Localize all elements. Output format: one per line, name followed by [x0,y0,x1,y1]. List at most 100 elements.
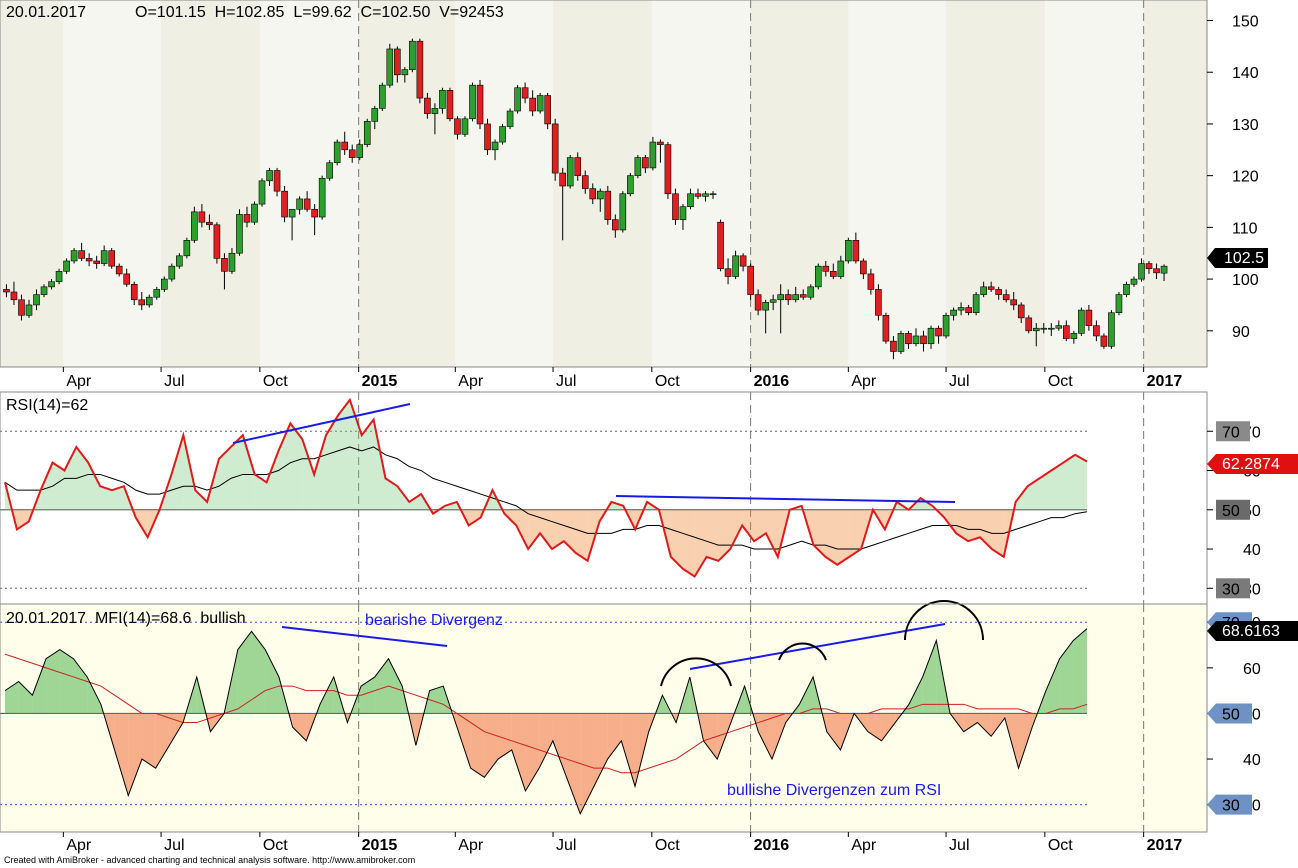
fill-below-50 [825,509,838,565]
fill-above-50 [361,676,375,714]
level-tag [1207,703,1252,724]
candle-up [1108,312,1115,347]
candle-up [70,250,78,262]
x-year-label: 2015 [362,373,398,390]
candle-down [446,90,454,120]
fill-above-50 [326,415,338,510]
fill-above-50 [112,486,124,510]
fill-below-50 [552,713,567,778]
mfi-arc-1 [660,657,732,687]
candle-up [942,314,950,337]
candle-up [814,265,822,288]
candle-up [63,260,70,272]
fill-below-50 [682,509,695,577]
fill-above-50 [183,435,196,510]
fill-below-50 [956,509,969,542]
price-pane: 20.01.2017 O=101.15 H=102.85 L=99.62 C=1… [0,0,1268,390]
fill-above-50 [237,631,252,714]
candle-down [995,289,1002,295]
candle-down [130,283,138,301]
fill-above-50 [388,658,403,714]
signal-line [4,653,1088,774]
price-band [946,0,1045,367]
fill-below-50 [944,509,957,534]
candle-down [476,84,484,125]
rsi-y-axis: 7060504030705030 [1207,421,1261,599]
candle-up [627,175,634,195]
candle-down [484,123,491,151]
fill-above-50 [40,462,53,510]
candle-up [807,286,815,298]
price-band [848,0,947,367]
fill-below-50 [551,509,564,550]
fill-below-50 [563,509,576,553]
candle-down [348,149,356,158]
level-tag-label: 70 [1222,424,1240,441]
fill-above-50 [799,676,814,714]
fill-below-50 [881,713,896,741]
mfi-bearish-annotation: bearishe Divergenz [365,612,503,629]
fill-above-50 [361,419,374,510]
candle-up [506,110,514,127]
fill-below-50 [16,509,29,530]
candle-up [228,252,236,272]
candle-up [980,286,987,295]
x-month-label: Apr [851,373,877,390]
candle-down [416,40,424,99]
x-month-label: Apr [66,837,92,854]
level-tag [1216,578,1250,599]
x-month-label: Jul [949,373,969,390]
fill-below-50 [566,713,581,814]
rsi-pane: RSI(14)=62 7060504030705030 62.2874 [0,391,1298,605]
fill-below-50 [754,509,766,542]
candle-up [1070,333,1078,339]
price-y-tick-label: 140 [1232,65,1259,82]
candle-down [612,219,619,231]
fill-below-50 [540,509,552,550]
fill-above-50 [52,462,65,510]
fill-below-50 [837,509,850,565]
candle-up [491,141,499,151]
fill-above-50 [1063,454,1076,510]
x-month-label: Jul [164,373,184,390]
fill-below-50 [635,713,649,787]
candle-up [762,302,769,311]
candle-down [454,118,461,135]
candle-up [566,157,574,187]
candle-down [754,294,762,311]
fill-below-50 [849,509,862,557]
fill-below-50 [498,713,512,760]
candle-up [371,108,379,122]
price-last-value-tag [1207,248,1268,268]
fill-below-50 [539,713,553,769]
candle-down [1063,325,1070,339]
fill-above-50 [320,676,334,714]
candle-up [431,108,439,114]
level-tag [1207,794,1252,815]
candle-up [378,84,386,109]
level-tag-label: 30 [1222,581,1240,598]
fill-above-50 [1045,658,1060,714]
fill-above-50 [219,446,231,510]
fill-above-50 [302,439,315,510]
candle-up [251,203,258,223]
candle-up [363,121,371,145]
rsi-divergence-lines [232,403,956,503]
mfi-bullish-annotation: bullishe Divergenzen zum RSI [727,782,941,799]
fill-below-50 [826,713,841,750]
rsi-last-value-marker: 62.2874 [1207,454,1298,474]
price-quarter-bands [0,0,1207,367]
rsi-bearish-divergence-line [232,403,411,444]
fill-above-50 [290,423,303,510]
credit-footer: Created with AmiBroker - advanced charti… [4,855,416,865]
x-year-label: 2016 [754,373,790,390]
candle-down [875,289,882,316]
candle-down [724,268,732,277]
fill-below-50 [528,509,541,550]
y-tick-label: 40 [1243,752,1261,769]
candle-up [709,193,717,196]
candle-down [1145,263,1153,270]
mfi-last-value-marker: 68.6163 [1207,621,1298,641]
fill-above-50 [100,486,113,510]
